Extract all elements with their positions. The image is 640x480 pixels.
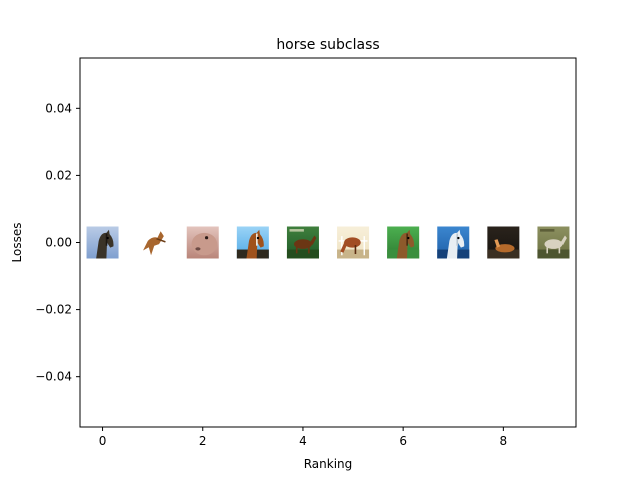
image-marker-horse-green-book <box>286 226 319 259</box>
image-marker-horse-dark-background <box>487 226 520 259</box>
image-marker-horse-head-blue-sky <box>236 226 269 259</box>
y-axis-label: Losses <box>10 223 24 263</box>
x-tick-label: 8 <box>500 434 508 448</box>
image-marker-horse-grass-field <box>387 226 420 259</box>
image-marker-horse-grazing-fence <box>337 226 370 259</box>
y-tick-label: 0.04 <box>45 101 72 115</box>
x-tick-label: 0 <box>99 434 107 448</box>
image-marker-horse-olive-field <box>537 226 570 259</box>
y-tick-label: −0.04 <box>35 370 72 384</box>
x-tick-label: 4 <box>299 434 307 448</box>
image-marker-horse-cutout-jumping <box>136 226 169 259</box>
image-marker-white-horse-blue <box>437 226 470 259</box>
y-tick-label: 0.02 <box>45 168 72 182</box>
x-tick-label: 6 <box>399 434 407 448</box>
plot-area <box>86 226 570 259</box>
axis-ticks: 0 2 4 6 8 −0.04 −0.02 0.00 0.02 0.04 <box>35 101 507 448</box>
image-marker-horse-head-sky <box>86 226 119 259</box>
x-tick-label: 2 <box>199 434 207 448</box>
y-tick-label: −0.02 <box>35 303 72 317</box>
chart-title: horse subclass <box>276 37 379 53</box>
image-marker-horse-closeup-pink <box>186 226 219 259</box>
x-axis-label: Ranking <box>304 457 353 471</box>
y-tick-label: 0.00 <box>45 236 72 250</box>
